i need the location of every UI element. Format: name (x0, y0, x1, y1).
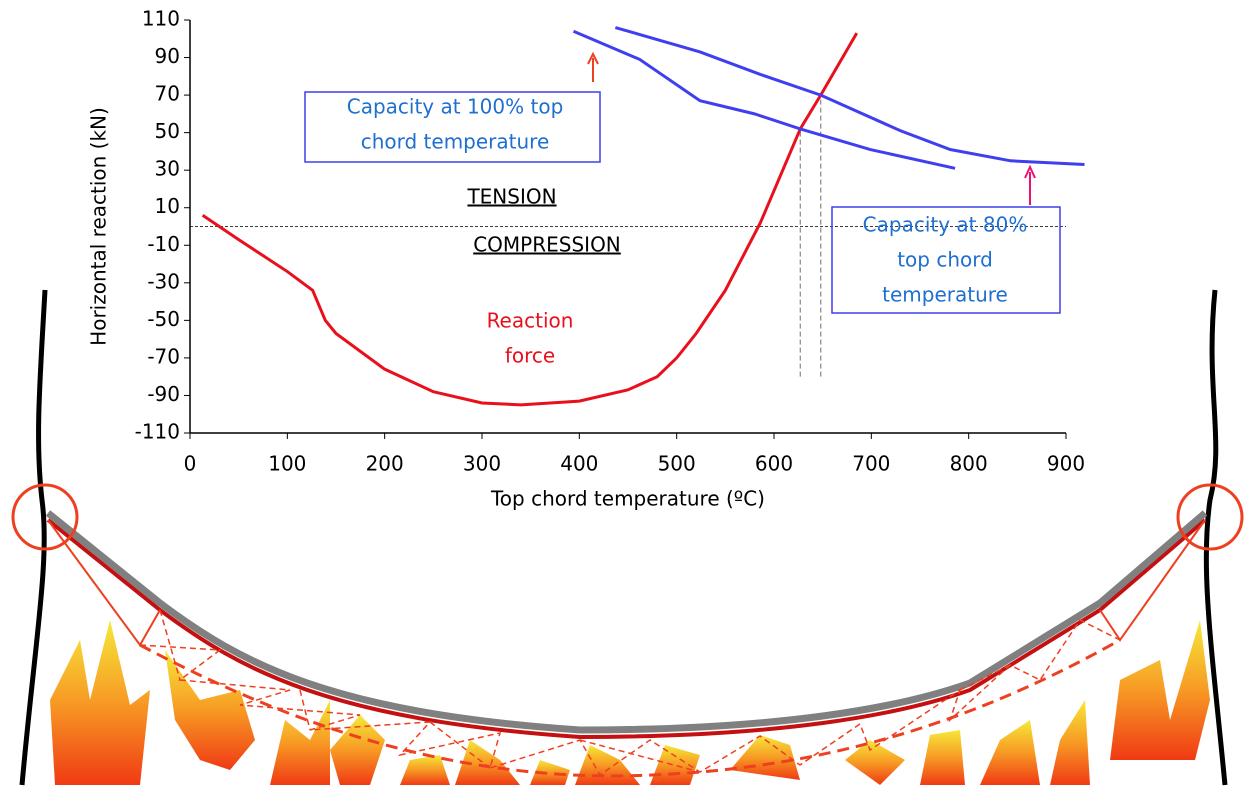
annotation: COMPRESSION (473, 233, 621, 257)
x-tick-label: 300 (463, 452, 501, 476)
x-tick-label: 800 (950, 452, 988, 476)
illustration (11, 289, 1244, 786)
x-tick-label: 200 (366, 452, 404, 476)
y-tick-label: 70 (155, 82, 180, 106)
annotation: TENSION (466, 185, 556, 209)
y-tick-label: 10 (155, 194, 180, 218)
x-tick-label: 600 (755, 452, 793, 476)
y-tick-label: -90 (147, 382, 180, 406)
arrow (1024, 164, 1036, 205)
x-tick-label: 900 (1047, 452, 1085, 476)
y-axis-label: Horizontal reaction (kN) (87, 107, 111, 346)
y-tick-label: -30 (147, 269, 180, 293)
x-tick-label: 100 (268, 452, 306, 476)
annotation: Reaction (487, 309, 574, 333)
x-tick-label: 400 (560, 452, 598, 476)
x-tick-label: 700 (852, 452, 890, 476)
annotation-box (304, 91, 601, 163)
y-tick-label: 50 (155, 119, 180, 143)
arrow (587, 51, 599, 82)
x-tick-label: 0 (184, 452, 197, 476)
y-tick-label: -10 (147, 232, 180, 256)
series-line (572, 29, 956, 170)
series-line (614, 26, 1085, 167)
annotation: temperature (882, 283, 1008, 307)
annotation: Capacity at 80% (863, 213, 1028, 237)
x-tick-label: 500 (658, 452, 696, 476)
y-tick-label: 30 (155, 157, 180, 181)
y-tick-label: 90 (155, 44, 180, 68)
annotation: force (505, 344, 555, 368)
y-tick-label: -70 (147, 344, 180, 368)
y-tick-label: 110 (142, 7, 180, 31)
y-tick-label: -50 (147, 307, 180, 331)
annotation: chord temperature (361, 130, 550, 154)
y-tick-label: -110 (135, 420, 180, 444)
annotation: Capacity at 100% top (347, 95, 564, 119)
x-axis-label: Top chord temperature (ºC) (490, 487, 765, 511)
annotation-box (831, 206, 1061, 314)
series-line (201, 32, 859, 407)
annotation: top chord (897, 248, 993, 272)
flames (50, 620, 1210, 785)
